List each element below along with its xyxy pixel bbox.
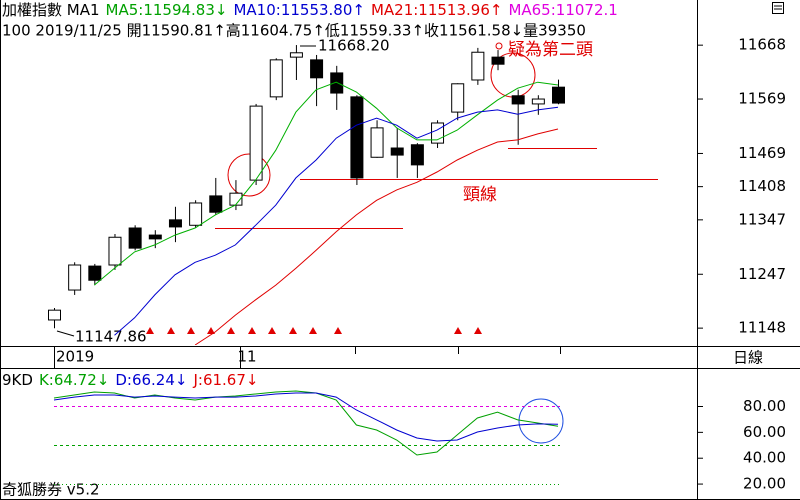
y-tick-label: 20.00 [743,475,786,493]
kd-title: 9KD [2,371,33,389]
highlight-circle [518,398,564,444]
candle-body [88,265,102,281]
y-tick-label: 11247 [738,265,786,283]
y-tick-label: 40.00 [743,449,786,467]
y-tick-label: 11148 [738,319,786,337]
candle-body [471,51,485,81]
candle-body [511,95,525,105]
candle-body [390,147,404,156]
candle-body [108,236,122,266]
candle-body [491,56,505,65]
candle-body [168,219,182,228]
high-label: 11668.20 [318,37,390,55]
candle-body [310,59,324,79]
candle-body [531,98,545,105]
x-separators [54,347,561,368]
y-tick-label: 60.00 [743,423,786,441]
legend-entry: MA5:11594.83↓ [106,1,228,19]
candle-body [350,96,364,179]
candle-body [148,234,162,240]
candle-body [289,52,303,58]
series-line [53,392,559,442]
series-line [194,128,559,345]
x-tick-label: 11 [237,348,256,366]
chart-header: 加權指數 MA1 MA5:11594.83↓ MA10:11553.80↑ MA21:… [2,1,618,19]
y-tick-label: 11408 [738,177,786,195]
candle-body [451,83,465,113]
footer: 奇狐勝券 v5.2 [2,481,100,499]
candle-body [269,59,283,98]
period-label: 日線 [733,349,763,367]
candle-body [128,227,142,249]
candle-body [370,127,384,158]
marker [495,42,503,50]
kd-header: 9KD K:64.72↓ D:66.24↓ J:61.67↓ [2,371,258,389]
candle-body [48,309,61,321]
label-leader [56,330,75,337]
series-line [114,106,559,336]
y-tick-label: 11469 [738,144,786,162]
main-plot [48,45,565,345]
series-line [93,81,559,286]
kd-plot [53,390,560,485]
annotation: 頸線 [463,185,497,205]
chart-subtitle: 100 2019/11/25 開11590.81↑高11604.75↑低1155… [2,22,586,40]
low-label: 11147.86 [75,328,147,346]
y-tick-label: 11668 [738,36,786,54]
candle-body [68,264,82,291]
x-tick-label: 2019 [56,348,94,366]
candle-body [209,195,223,213]
candle-body [189,202,203,226]
legend-entry: MA21:11513.96↑ [371,1,502,19]
legend-entry: K:64.72↓ [39,371,109,389]
legend-entry: J:61.67↓ [192,371,258,389]
y-tick-label: 11569 [738,90,786,108]
legend-entry: MA65:11072.1 [508,1,617,19]
chart-title: 加權指數 MA1 [2,1,100,19]
legend-entry: D:66.24↓ [115,371,187,389]
candle-body [410,144,424,166]
highlight-circle [227,153,271,197]
series-line [53,390,559,456]
y-tick-label: 80.00 [743,397,786,415]
candle-body [552,86,565,104]
legend-entry: MA10:11553.80↑ [233,1,364,19]
y-tick-label: 11347 [738,210,786,228]
annotation: 疑為第二頭 [508,40,593,60]
candle-body [249,105,263,181]
